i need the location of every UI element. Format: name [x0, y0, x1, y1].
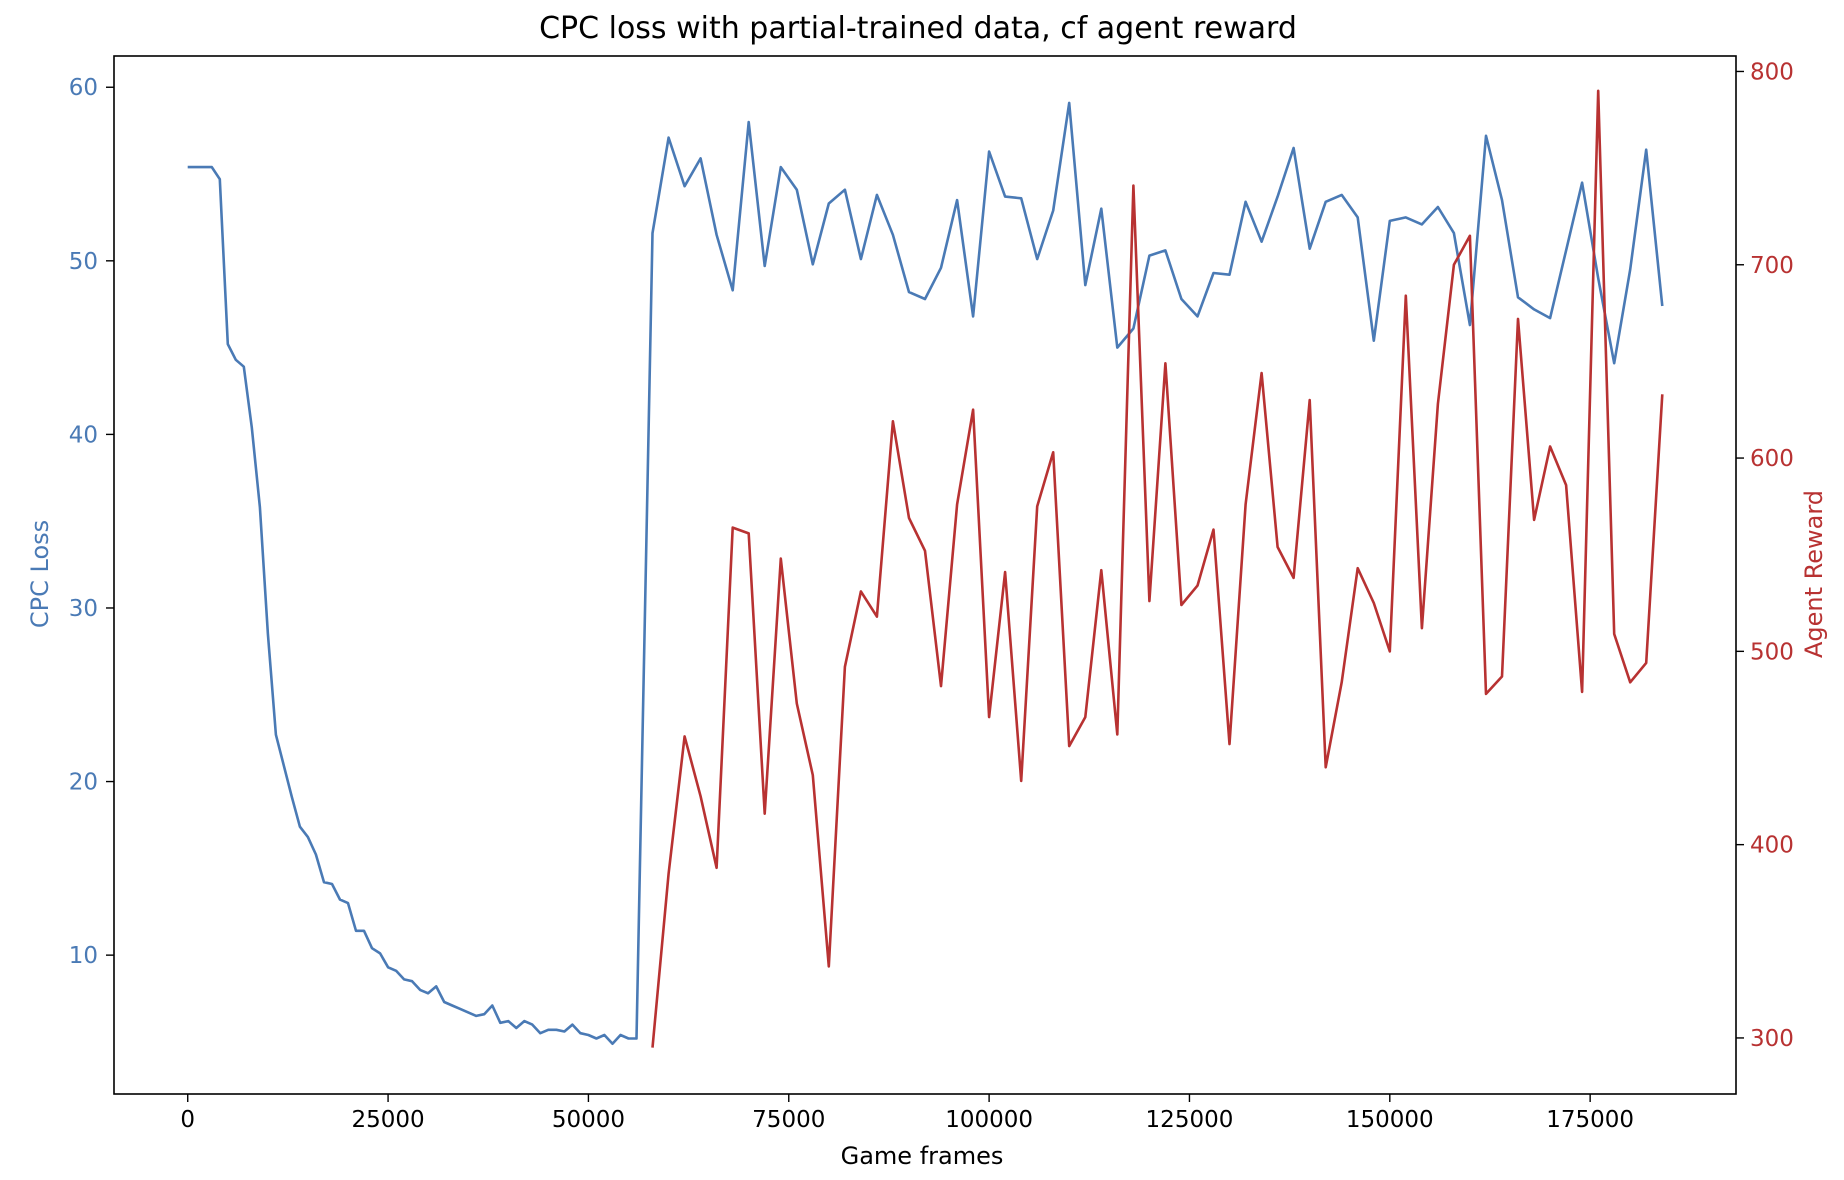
left-y-tick-label: 50: [69, 249, 98, 275]
x-tick-label: 150000: [1346, 1107, 1434, 1133]
left-y-tick-label: 40: [69, 422, 98, 448]
chart-title: CPC loss with partial-trained data, cf a…: [539, 11, 1297, 46]
left-y-tick-label: 30: [69, 596, 98, 622]
left-y-axis: 10 20 30 40 50 60: [69, 75, 114, 969]
right-y-tick-label: 700: [1750, 253, 1794, 279]
right-y-axis-label: Agent Reward: [1800, 490, 1828, 658]
right-y-tick-label: 300: [1750, 1026, 1794, 1052]
left-y-axis-label: CPC Loss: [26, 520, 54, 628]
right-y-tick-label: 800: [1750, 59, 1794, 85]
x-tick-label: 100000: [945, 1107, 1033, 1133]
left-y-tick-label: 10: [69, 943, 98, 969]
x-axis-label: Game frames: [841, 1142, 1004, 1170]
x-tick-label: 0: [180, 1107, 195, 1133]
x-tick-label: 75000: [752, 1107, 825, 1133]
agent-reward-line: [651, 89, 1664, 1048]
right-y-tick-label: 400: [1750, 833, 1794, 859]
right-y-tick-label: 500: [1750, 639, 1794, 665]
x-tick-label: 175000: [1546, 1107, 1634, 1133]
right-y-tick-label: 600: [1750, 446, 1794, 472]
right-y-axis: 300 400 500 600 700 800: [1736, 59, 1794, 1052]
plot-lines: [187, 89, 1664, 1048]
left-y-tick-label: 60: [69, 75, 98, 101]
x-tick-label: 125000: [1146, 1107, 1234, 1133]
plot-frame: [113, 55, 1737, 1095]
x-tick-label: 25000: [351, 1107, 424, 1133]
cpc-loss-line: [187, 101, 1664, 1045]
x-axis: 0 25000 50000 75000 100000 125000 150000 175000: [180, 1094, 1634, 1133]
left-y-tick-label: 20: [69, 770, 98, 796]
x-tick-label: 50000: [552, 1107, 625, 1133]
